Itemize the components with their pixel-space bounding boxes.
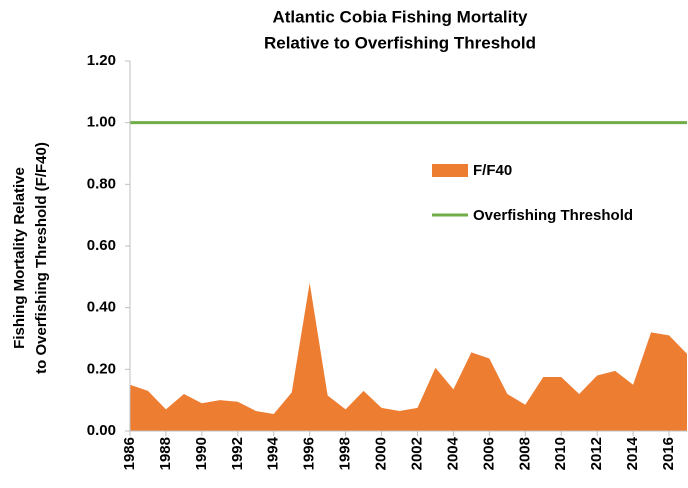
y-tick-label: 1.00 — [87, 114, 116, 131]
x-tick-label: 2012 — [588, 437, 605, 470]
legend-label: F/F40 — [473, 162, 512, 179]
x-tick-label: 2008 — [516, 437, 533, 470]
x-tick-label: 1996 — [301, 437, 318, 470]
x-tick-label: 1988 — [157, 437, 174, 470]
x-tick-label: 2014 — [624, 436, 641, 470]
area — [130, 283, 687, 431]
y-tick-label: 1.20 — [87, 52, 116, 69]
y-tick-label: 0.40 — [87, 299, 116, 316]
x-tick-label: 1992 — [229, 437, 246, 470]
x-tick-label: 2010 — [552, 437, 569, 470]
legend-label: Overfishing Threshold — [473, 207, 633, 224]
chart-title: Atlantic Cobia Fishing Mortality — [272, 7, 528, 26]
x-tick-label: 2004 — [444, 436, 461, 470]
y-axis-label: to Overfishing Threshold (F/F40) — [33, 142, 50, 374]
legend-swatch — [432, 164, 468, 177]
x-tick-label: 2006 — [480, 437, 497, 470]
x-tick-label: 1990 — [193, 437, 210, 470]
x-tick-label: 1998 — [337, 437, 354, 470]
y-tick-label: 0.20 — [87, 360, 116, 377]
chart-title: Relative to Overfishing Threshold — [264, 33, 536, 52]
y-tick-label: 0.60 — [87, 237, 116, 254]
x-tick-label: 2000 — [373, 437, 390, 470]
y-tick-label: 0.80 — [87, 175, 116, 192]
x-tick-label: 2002 — [408, 437, 425, 470]
x-tick-label: 2016 — [660, 437, 677, 470]
y-axis-label: Fishing Mortality Relative — [11, 167, 28, 349]
x-tick-label: 1994 — [265, 436, 282, 470]
x-tick-label: 1986 — [121, 437, 138, 470]
y-tick-label: 0.00 — [87, 422, 116, 439]
